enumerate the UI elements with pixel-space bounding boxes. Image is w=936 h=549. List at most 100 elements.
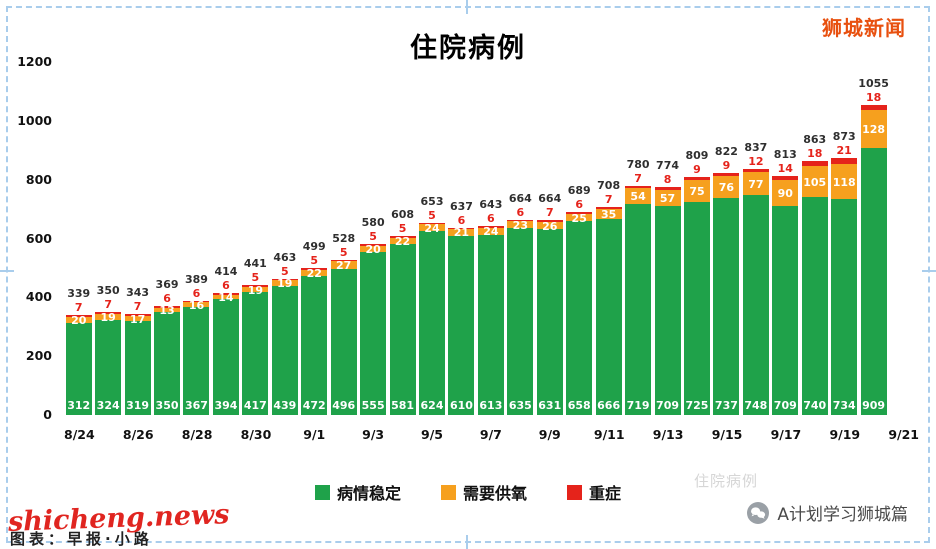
label-severe: 5 <box>339 245 348 259</box>
bar-group: 748 77 12 837 <box>742 62 769 415</box>
segment-severe <box>242 285 269 287</box>
segment-stable <box>566 221 593 415</box>
y-tick-label: 1000 <box>17 112 52 128</box>
label-total: 580 <box>361 216 385 230</box>
label-stable: 613 <box>479 399 503 412</box>
label-severe: 9 <box>693 163 701 177</box>
label-total: 863 <box>803 133 827 147</box>
bar-group: 909 128 18 1055 <box>858 62 889 415</box>
segment-stable <box>536 229 563 415</box>
stable-color-swatch <box>314 484 330 500</box>
x-tick-label: 8/30 <box>240 427 272 442</box>
segment-stable <box>860 147 887 415</box>
bar-group: 312 20 7 339 <box>65 62 92 415</box>
segment-stable <box>595 219 622 415</box>
label-stable: 709 <box>773 399 797 412</box>
x-tick-label: 9/7 <box>479 427 502 442</box>
segment-severe <box>65 315 92 318</box>
label-oxygen: 22 <box>394 234 411 248</box>
segment-severe <box>330 259 357 262</box>
label-stable: 740 <box>803 399 827 412</box>
bar-group: 737 76 9 822 <box>713 62 740 415</box>
legend-item-severe: 重症 <box>567 480 621 504</box>
label-severe: 6 <box>163 292 171 306</box>
label-total: 608 <box>391 208 415 222</box>
label-severe: 5 <box>280 264 289 278</box>
bar-group: 725 75 9 809 <box>683 62 710 415</box>
segment-severe <box>683 177 710 180</box>
segment-severe <box>713 173 740 176</box>
segment-stable <box>183 307 210 415</box>
label-total: 369 <box>155 278 179 292</box>
segment-stable <box>419 231 445 415</box>
segment-oxygen <box>860 109 887 148</box>
segment-stable <box>301 276 328 415</box>
segment-oxygen <box>419 224 445 232</box>
label-total: 664 <box>538 191 562 205</box>
y-tick-label: 400 <box>25 289 52 305</box>
segment-oxygen <box>654 189 681 207</box>
label-oxygen: 16 <box>188 298 205 312</box>
segment-oxygen <box>301 269 328 277</box>
label-stable: 734 <box>832 399 856 412</box>
label-stable: 725 <box>685 399 709 412</box>
segment-severe <box>507 219 534 222</box>
segment-stable <box>271 285 298 415</box>
label-severe: 8 <box>663 173 672 187</box>
bar-group: 740 105 18 863 <box>801 62 828 415</box>
label-oxygen: 128 <box>862 122 886 136</box>
source-credit: 图表：早报·小路 <box>10 530 153 548</box>
x-tick-label: 9/17 <box>770 427 802 442</box>
label-total: 813 <box>773 147 797 161</box>
label-oxygen: 24 <box>424 221 440 235</box>
segment-severe <box>742 168 769 173</box>
brand-logo: 狮城新闻 <box>822 16 906 40</box>
segment-severe <box>625 185 652 188</box>
label-total: 689 <box>567 184 591 198</box>
label-stable: 624 <box>420 399 444 412</box>
x-tick-label: 9/11 <box>593 427 625 442</box>
bar-group: 472 22 5 499 <box>301 62 328 415</box>
label-severe: 6 <box>222 279 230 293</box>
label-stable: 319 <box>126 399 150 412</box>
segment-stable <box>242 292 269 415</box>
bar-group: 319 17 7 343 <box>124 62 151 415</box>
segment-stable <box>742 194 769 415</box>
label-stable: 555 <box>361 399 385 412</box>
x-tick-label: 8/26 <box>122 427 154 442</box>
label-total: 780 <box>626 157 650 171</box>
label-total: 664 <box>508 191 532 205</box>
label-severe: 7 <box>74 301 83 315</box>
segment-oxygen <box>683 179 710 202</box>
label-oxygen: 13 <box>159 304 175 318</box>
bar-group: 555 20 5 580 <box>360 62 387 415</box>
segment-oxygen <box>625 187 652 204</box>
bar-group: 709 90 14 813 <box>772 62 799 415</box>
segment-severe <box>801 161 828 167</box>
label-severe: 5 <box>251 271 260 285</box>
label-stable: 324 <box>96 399 120 412</box>
segment-oxygen <box>595 208 622 220</box>
segment-severe <box>301 268 328 270</box>
segment-stable <box>654 206 681 415</box>
segment-stable <box>448 235 475 415</box>
segment-oxygen <box>713 175 740 199</box>
label-oxygen: 105 <box>803 175 827 189</box>
label-stable: 350 <box>155 399 179 412</box>
bar-group: 613 24 6 643 <box>477 62 504 415</box>
x-tick-label: 8/28 <box>181 427 213 442</box>
bar-group: 658 25 6 689 <box>566 62 593 415</box>
segment-stable <box>95 319 122 415</box>
segment-stable <box>330 269 357 415</box>
segment-oxygen <box>65 317 92 324</box>
plot-area: 312 20 7 339 324 19 7 350 319 17 7 343 350 13 6 369 367 1… <box>64 62 919 442</box>
segment-stable <box>801 197 828 415</box>
label-severe: 12 <box>748 154 764 168</box>
label-oxygen: 54 <box>630 189 646 203</box>
label-total: 339 <box>67 287 91 301</box>
bar-group: 394 14 6 414 <box>212 62 239 415</box>
label-oxygen: 75 <box>689 184 705 198</box>
label-stable: 417 <box>243 399 267 412</box>
label-severe: 6 <box>575 198 584 212</box>
segment-stable <box>477 234 504 415</box>
